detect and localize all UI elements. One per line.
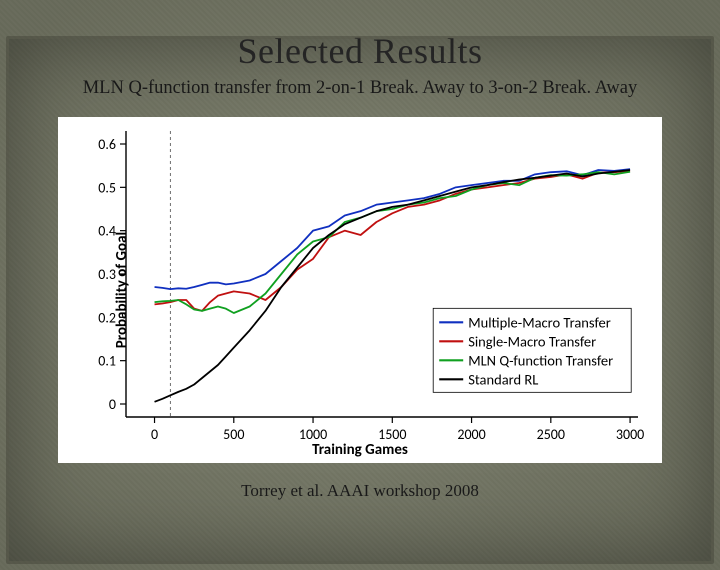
series-line [155,169,631,289]
series-line [155,172,631,313]
y-axis-label: Probability of Goal [113,232,131,348]
svg-text:0: 0 [109,396,116,413]
svg-text:0.5: 0.5 [98,179,116,196]
svg-text:0.6: 0.6 [98,136,116,153]
legend-label: Single-Macro Transfer [468,332,596,350]
x-axis-label: Training Games [58,441,662,459]
line-chart: 00.10.20.30.40.50.6050010001500200025003… [58,117,662,463]
svg-text:0.1: 0.1 [98,353,116,370]
chart-container: Probability of Goal Training Games 0 0.1 0… [58,117,662,463]
legend-label: MLN Q-function Transfer [468,351,613,369]
series-line [155,171,631,311]
legend-label: Standard RL [468,370,538,388]
legend-label: Multiple-Macro Transfer [468,313,611,331]
